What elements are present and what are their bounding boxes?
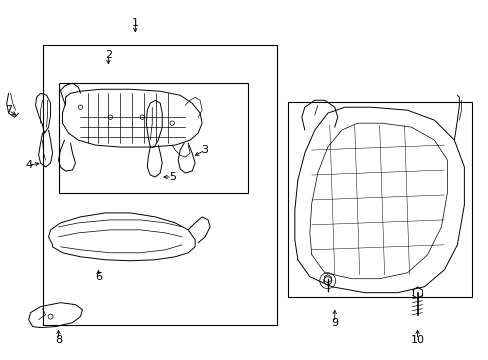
Text: 4: 4 — [25, 160, 32, 170]
Text: 3: 3 — [201, 145, 208, 155]
Text: 1: 1 — [132, 18, 139, 28]
Text: 6: 6 — [95, 272, 102, 282]
Text: 2: 2 — [104, 50, 112, 60]
Text: 8: 8 — [55, 334, 62, 345]
Text: 10: 10 — [409, 334, 424, 345]
Bar — [59, 83, 247, 193]
Text: 5: 5 — [168, 172, 175, 182]
Bar — [42, 45, 276, 325]
Text: 9: 9 — [330, 318, 338, 328]
Text: 7: 7 — [5, 105, 12, 115]
Bar — [287, 102, 471, 297]
